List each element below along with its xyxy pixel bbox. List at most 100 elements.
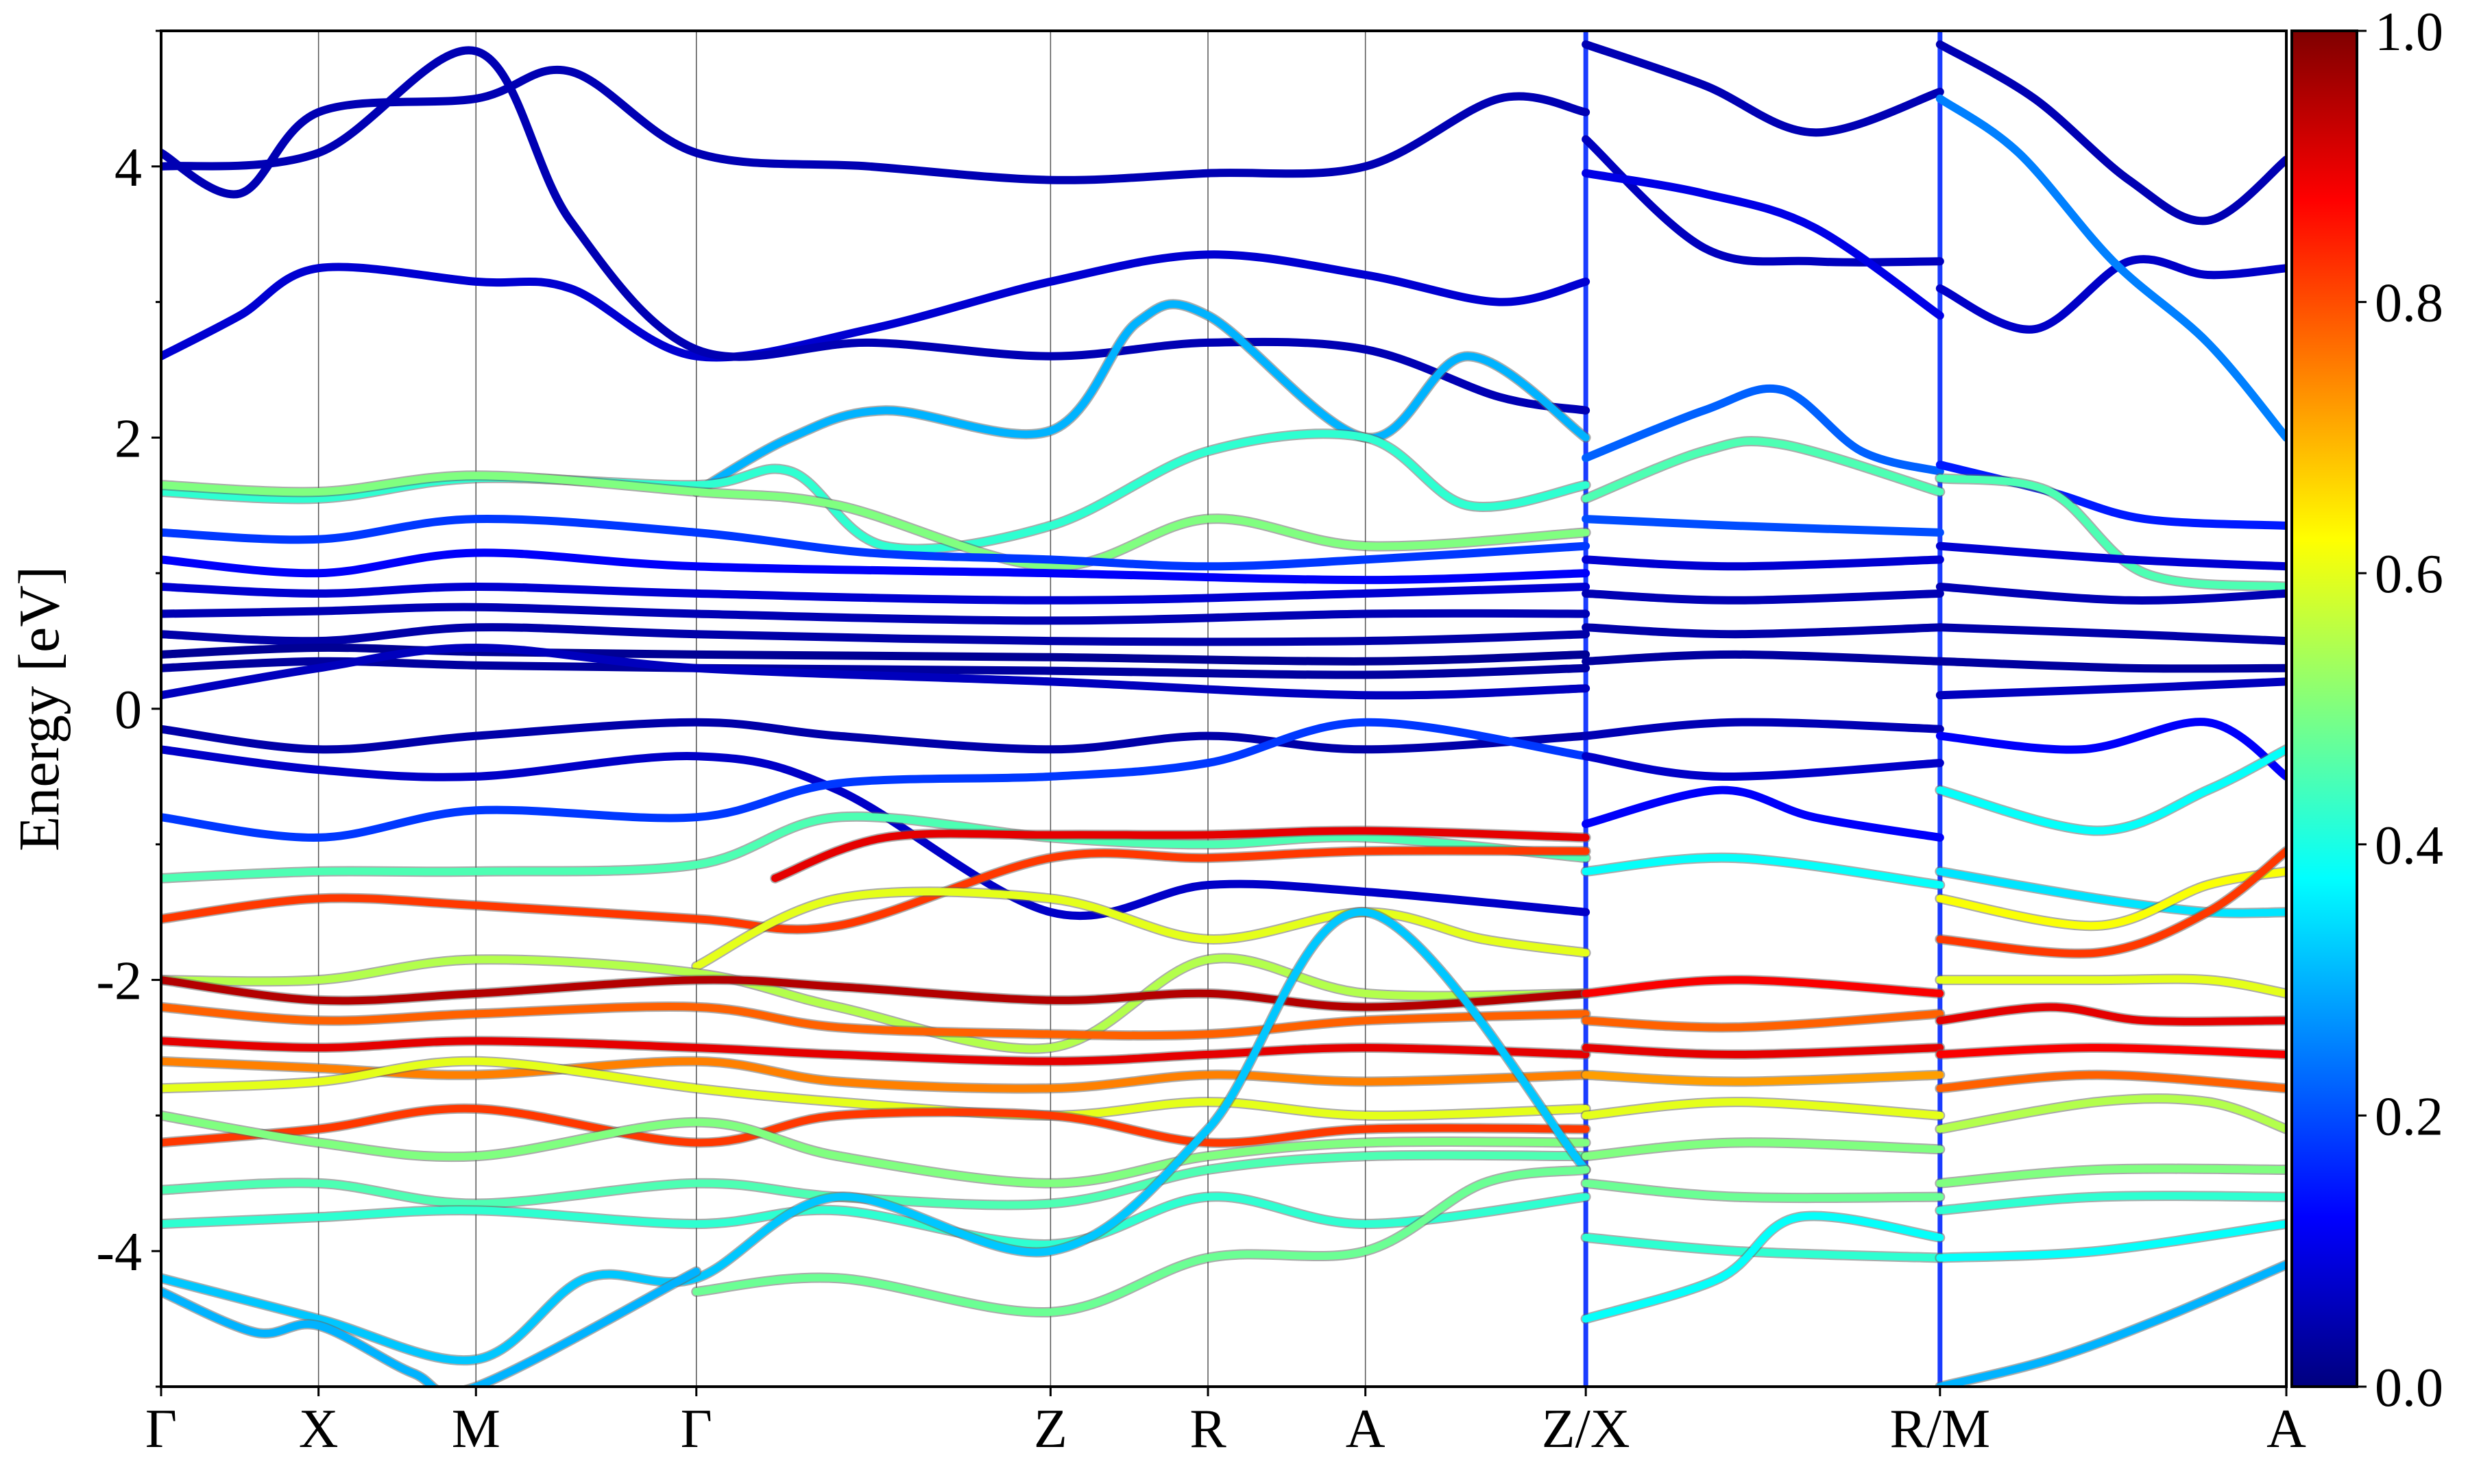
- band-53: [1582, 1139, 1944, 1160]
- band-80: [1936, 1261, 2286, 1387]
- band-34: [1582, 40, 1944, 137]
- y-axis-label: Energy [eV]: [8, 566, 71, 851]
- band-65: [1935, 657, 2286, 673]
- band-31: [161, 908, 1590, 1365]
- band-15: [161, 745, 1590, 921]
- band-54: [1582, 1179, 1944, 1202]
- colorbar-tick-label: 0.0: [2375, 1358, 2443, 1418]
- x-tick-label: Γ: [145, 1399, 177, 1459]
- band-36: [1582, 169, 1944, 320]
- band-41: [1582, 589, 1944, 605]
- band-3: [692, 300, 1590, 496]
- band-46: [1582, 786, 1944, 842]
- band-24: [161, 1037, 1590, 1065]
- band-32: [692, 1166, 1590, 1317]
- colorbar-ticks: 0.0 0.2 0.4 0.6 0.8 1.0: [2357, 2, 2443, 1418]
- band-62: [1935, 542, 2286, 571]
- band-48: [1582, 976, 1944, 997]
- y-tick-label: -2: [96, 951, 142, 1012]
- band-11: [161, 643, 1590, 666]
- band-52: [1582, 1098, 1944, 1119]
- colorbar-tick-label: 1.0: [2375, 2, 2443, 62]
- band-59: [1935, 94, 2286, 442]
- band-28: [161, 1111, 1590, 1187]
- band-44: [1582, 718, 1944, 740]
- x-tick-label: M: [452, 1399, 500, 1459]
- band-42: [1582, 623, 1944, 639]
- band-19: [161, 847, 1590, 934]
- band-1: [161, 250, 1590, 362]
- band-45: [1582, 752, 1944, 781]
- colorbar: [2290, 29, 2358, 1388]
- band-14: [161, 718, 1590, 754]
- x-tick-label: A: [2266, 1399, 2306, 1459]
- band-35: [1582, 135, 1944, 267]
- x-tick-label: X: [299, 1399, 339, 1459]
- colorbar-tick-label: 0.2: [2375, 1086, 2443, 1147]
- band-55: [1582, 1233, 1944, 1262]
- band-47: [1582, 853, 1944, 889]
- colorbar-tick-label: 0.6: [2375, 544, 2443, 605]
- x-tick-label: Γ: [681, 1399, 712, 1459]
- band-38: [1582, 437, 1944, 502]
- colorbar-tick-label: 0.8: [2375, 273, 2443, 334]
- band-18: [771, 827, 1590, 882]
- band-74: [1936, 1044, 2286, 1058]
- x-tick-label: R: [1189, 1399, 1226, 1459]
- band-64: [1935, 623, 2286, 646]
- band-27: [161, 1104, 1590, 1147]
- band-23: [161, 1003, 1590, 1040]
- y-tick-label: 2: [114, 409, 142, 469]
- band-26: [161, 1057, 1590, 1120]
- band-16: [161, 718, 1590, 842]
- y-tick-label: 0: [114, 680, 142, 740]
- band-56: [1582, 1212, 1944, 1323]
- band-9: [161, 603, 1590, 625]
- band-0: [161, 65, 1590, 199]
- band-66: [1935, 677, 2286, 700]
- band-6: [161, 514, 1590, 571]
- band-78: [1936, 1192, 2286, 1215]
- x-tick-label: Z/X: [1542, 1399, 1630, 1459]
- x-tick-label: Z: [1034, 1399, 1067, 1459]
- y-tick-label: 4: [114, 138, 142, 198]
- band-63: [1935, 583, 2286, 605]
- band-30: [161, 1193, 1590, 1248]
- band-75: [1936, 1071, 2286, 1093]
- band-79: [1936, 1220, 2286, 1262]
- band-33: [161, 1267, 701, 1387]
- band-68: [1936, 745, 2286, 835]
- band-2: [161, 46, 1590, 415]
- band-76: [1936, 1095, 2286, 1133]
- band-10: [161, 623, 1590, 646]
- band-5: [161, 472, 1590, 570]
- bands: [161, 40, 2286, 1387]
- band-57: [1935, 40, 2286, 226]
- x-axis: Γ X M Γ Z R A Z/X R/M A: [145, 1387, 2306, 1459]
- band-49: [1582, 1010, 1944, 1032]
- x-tick-label: A: [1346, 1399, 1386, 1459]
- y-tick-label: -4: [96, 1222, 142, 1282]
- band-61: [1936, 474, 2286, 591]
- y-axis: -4 -2 0 2 4: [96, 29, 161, 1388]
- band-17: [161, 812, 1590, 882]
- band-72: [1936, 975, 2286, 997]
- band-69: [1936, 867, 2286, 917]
- band-73: [1936, 1003, 2286, 1025]
- band-20: [692, 888, 1590, 971]
- band-58: [1935, 255, 2286, 334]
- x-tick-label: R/M: [1889, 1399, 1990, 1459]
- colorbar-gradient: [2290, 29, 2358, 1388]
- band-77: [1936, 1165, 2286, 1187]
- band-22: [161, 975, 1590, 1011]
- band-50: [1582, 1044, 1944, 1058]
- band-70: [1936, 867, 2286, 930]
- colorbar-tick-label: 0.4: [2375, 816, 2443, 876]
- band-43: [1582, 650, 1944, 666]
- band-8: [161, 583, 1590, 605]
- band-7: [161, 548, 1590, 585]
- band-21: [161, 954, 1590, 1053]
- band-71: [1936, 847, 2286, 958]
- band-39: [1582, 515, 1944, 537]
